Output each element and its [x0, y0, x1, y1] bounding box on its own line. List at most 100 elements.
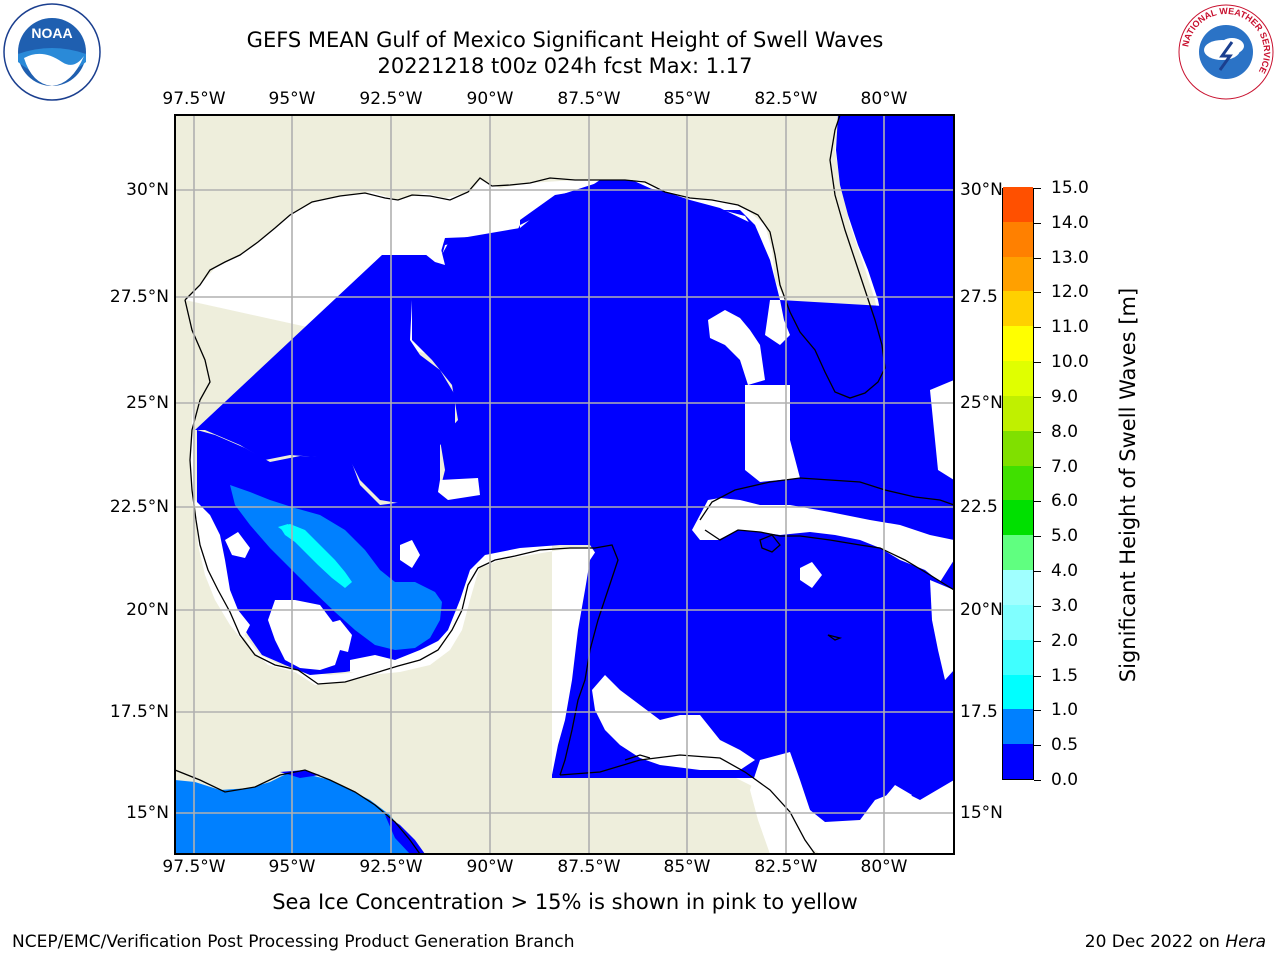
colorbar-segment [1003, 535, 1033, 571]
lat-label-right: 30°N [960, 180, 1003, 200]
coastlines [175, 115, 954, 854]
lon-label-top: 80°W [860, 89, 908, 109]
lat-label-left: 22.5°N [109, 497, 169, 517]
chart-title: GEFS MEAN Gulf of Mexico Significant Hei… [246, 28, 884, 52]
colorbar-tick-label: 4.0 [1051, 561, 1079, 582]
colorbar-segment [1003, 291, 1033, 327]
lat-label-right: 20°N [960, 600, 1003, 620]
colorbar-segment [1003, 465, 1033, 501]
colorbar-tick-label: 15.0 [1051, 178, 1089, 198]
lat-label-right: 15°N [960, 803, 1003, 823]
svg-text:NOAA: NOAA [31, 25, 72, 41]
colorbar-segment [1003, 256, 1033, 292]
colorbar-segment [1003, 500, 1033, 536]
colorbar-tick-mark [1034, 640, 1041, 642]
colorbar-tick-label: 11.0 [1051, 317, 1089, 338]
colorbar-segment [1003, 326, 1033, 362]
lat-label-right: 25°N [960, 393, 1003, 413]
lon-label-top: 90°W [466, 89, 514, 109]
lon-label-bottom: 95°W [268, 857, 316, 877]
colorbar-tick-label: 0.5 [1051, 735, 1079, 756]
colorbar-tick-label: 5.0 [1051, 526, 1079, 547]
colorbar-tick-label: 9.0 [1051, 386, 1079, 407]
footer-date: 20 Dec 2022 on Hera [1085, 932, 1266, 952]
colorbar-segment [1003, 709, 1033, 745]
lon-label-bottom: 85°W [663, 857, 711, 877]
colorbar-segment [1003, 430, 1033, 466]
colorbar-tick-label: 3.0 [1051, 595, 1079, 616]
lon-label-top: 92.5°W [359, 89, 423, 109]
colorbar-segment [1003, 569, 1033, 605]
gridlines [175, 115, 954, 854]
lat-label-left: 17.5°N [109, 702, 169, 722]
colorbar-tick-mark [1034, 710, 1041, 712]
lon-label-top: 95°W [268, 89, 316, 109]
sea-ice-caption: Sea Ice Concentration > 15% is shown in … [272, 890, 858, 914]
lat-label-right: 22.5 [960, 497, 998, 517]
colorbar-tick-mark [1034, 188, 1041, 189]
colorbar-tick-mark [1034, 466, 1041, 468]
colorbar-tick-mark [1034, 431, 1041, 433]
lat-label-left: 30°N [126, 180, 169, 200]
colorbar-tick-mark [1034, 327, 1041, 329]
lat-label-left: 27.5°N [109, 287, 169, 307]
lon-label-bottom: 90°W [466, 857, 514, 877]
lat-label-left: 25°N [126, 393, 169, 413]
colorbar-tick-mark [1034, 780, 1041, 781]
colorbar-tick-mark [1034, 396, 1041, 398]
colorbar-tick-label: 12.0 [1051, 282, 1089, 303]
colorbar-tick-label: 2.0 [1051, 630, 1079, 651]
nws-logo: NATIONAL WEATHER SERVICE [1178, 4, 1274, 100]
colorbar-segment [1003, 186, 1033, 222]
colorbar-tick-mark [1034, 222, 1041, 224]
colorbar-tick-label: 1.0 [1051, 700, 1079, 721]
colorbar-tick-mark [1034, 292, 1041, 294]
colorbar-segment [1003, 639, 1033, 675]
colorbar-tick-label: 7.0 [1051, 456, 1079, 477]
colorbar-tick-label: 8.0 [1051, 421, 1079, 442]
colorbar-tick-label: 1.5 [1051, 665, 1079, 686]
colorbar-tick-mark [1034, 745, 1041, 747]
colorbar [1002, 186, 1034, 780]
lat-label-right: 17.5 [960, 702, 998, 722]
colorbar-tick-mark [1034, 675, 1041, 677]
lon-label-top: 85°W [663, 89, 711, 109]
colorbar-tick-label: 10.0 [1051, 352, 1089, 373]
colorbar-segment [1003, 744, 1033, 779]
colorbar-tick-label: 14.0 [1051, 212, 1089, 233]
colorbar-segment [1003, 221, 1033, 257]
colorbar-segment [1003, 395, 1033, 431]
chart-subtitle: 20221218 t00z 024h fcst Max: 1.17 [377, 54, 753, 78]
lon-label-bottom: 80°W [860, 857, 908, 877]
colorbar-tick-label: 6.0 [1051, 491, 1079, 512]
colorbar-tick-mark [1034, 605, 1041, 607]
colorbar-tick-mark [1034, 501, 1041, 503]
footer-host: Hera [1225, 932, 1266, 952]
colorbar-tick-label: 0.0 [1051, 770, 1079, 790]
footer-date-text: 20 Dec 2022 on [1084, 932, 1226, 952]
lon-label-bottom: 92.5°W [359, 857, 423, 877]
lon-label-top: 87.5°W [557, 89, 621, 109]
swell-plume-high [280, 524, 352, 588]
lon-label-bottom: 97.5°W [162, 857, 226, 877]
colorbar-tick-mark [1034, 362, 1041, 364]
map-frame [174, 114, 955, 855]
colorbar-tick-mark [1034, 571, 1041, 573]
lon-label-bottom: 87.5°W [557, 857, 621, 877]
lon-label-top: 82.5°W [754, 89, 818, 109]
colorbar-tick-mark [1034, 257, 1041, 259]
colorbar-label: Significant Height of Swell Waves [m] [1116, 287, 1140, 683]
colorbar-tick-mark [1034, 536, 1041, 538]
colorbar-segment [1003, 360, 1033, 396]
colorbar-segment [1003, 674, 1033, 710]
colorbar-segment [1003, 604, 1033, 640]
footer-producer: NCEP/EMC/Verification Post Processing Pr… [12, 932, 575, 952]
colorbar-tick-label: 13.0 [1051, 247, 1089, 268]
lat-label-left: 15°N [126, 803, 169, 823]
lat-label-left: 20°N [126, 600, 169, 620]
lat-label-right: 27.5 [960, 287, 998, 307]
lon-label-bottom: 82.5°W [754, 857, 818, 877]
noaa-logo: NOAA [3, 3, 101, 101]
lon-label-top: 97.5°W [162, 89, 226, 109]
